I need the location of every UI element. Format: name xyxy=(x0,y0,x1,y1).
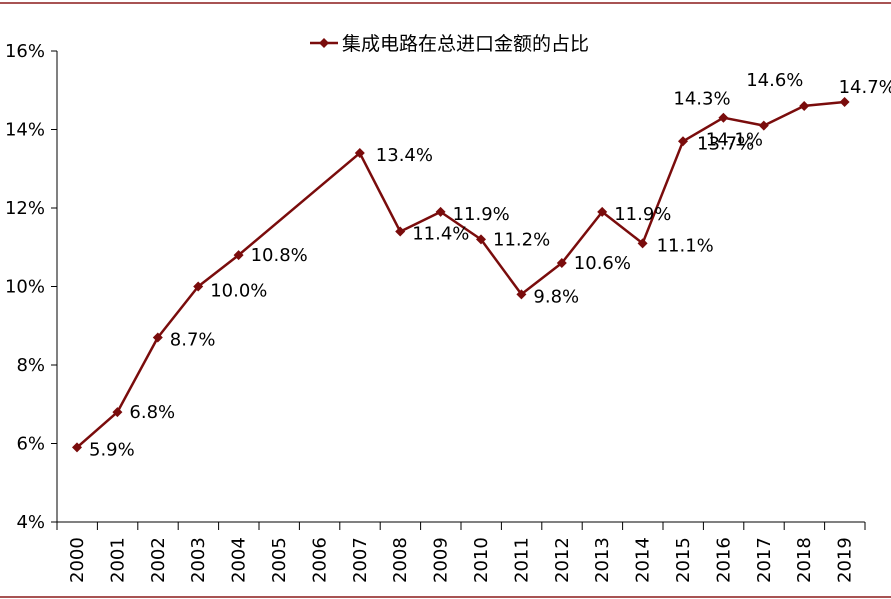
data-label: 11.2% xyxy=(493,229,550,250)
data-point-marker xyxy=(354,148,365,159)
data-label: 13.4% xyxy=(376,145,433,166)
x-tick-label: 2009 xyxy=(431,537,452,583)
x-tick-label: 2007 xyxy=(350,537,371,583)
y-tick-label: 10% xyxy=(5,277,45,298)
data-label: 11.1% xyxy=(657,235,714,256)
data-labels: 5.9%6.8%8.7%10.0%10.8%13.4%11.4%11.9%11.… xyxy=(89,70,891,460)
data-point-marker xyxy=(799,100,810,111)
data-point-marker xyxy=(678,136,688,147)
data-label: 8.7% xyxy=(170,330,216,351)
y-tick-label: 8% xyxy=(16,355,45,376)
x-tick-label: 2000 xyxy=(67,537,88,583)
series-line-group xyxy=(72,97,850,453)
x-tick-label: 2011 xyxy=(511,537,532,583)
series-line xyxy=(76,100,845,449)
data-label: 14.6% xyxy=(746,70,803,91)
x-tick-label: 2015 xyxy=(673,537,694,583)
data-point-marker xyxy=(233,250,244,261)
x-tick-label: 2005 xyxy=(269,537,290,583)
data-point-marker xyxy=(72,442,82,453)
data-point-marker xyxy=(597,206,608,217)
data-label: 13.7% xyxy=(697,133,754,154)
data-point-marker xyxy=(395,226,406,237)
x-tick-label: 2002 xyxy=(148,537,169,583)
legend: 集成电路在总进口金额的占比 xyxy=(310,33,589,55)
data-point-marker xyxy=(718,112,729,123)
y-tick-label: 12% xyxy=(5,198,45,219)
y-tick-label: 4% xyxy=(16,512,45,533)
data-point-marker xyxy=(193,281,204,292)
data-point-marker xyxy=(839,97,850,108)
x-tick-label: 2003 xyxy=(188,537,209,583)
x-tick-label: 2004 xyxy=(229,537,250,583)
x-tick-label: 2018 xyxy=(794,537,815,583)
data-label: 5.9% xyxy=(89,439,135,460)
data-label: 14.7% xyxy=(839,77,891,98)
y-axis: 4% 6% 8% 10% 12% 14% 16% xyxy=(5,41,58,533)
data-label: 10.0% xyxy=(210,281,267,302)
x-tick-label: 2014 xyxy=(633,537,654,583)
data-point-marker xyxy=(516,289,527,300)
legend-marker xyxy=(319,38,329,48)
x-tick-label: 2017 xyxy=(754,537,775,583)
y-tick-label: 16% xyxy=(5,41,45,62)
data-point-marker xyxy=(476,234,486,245)
x-tick-label: 2012 xyxy=(552,537,573,583)
data-point-marker xyxy=(435,206,446,217)
data-point-marker xyxy=(758,120,769,131)
x-tick-label: 2001 xyxy=(107,537,128,583)
x-tick-label: 2016 xyxy=(713,537,734,583)
x-tick-label: 2010 xyxy=(471,537,492,583)
data-label: 14.3% xyxy=(673,89,730,110)
data-label: 14.1% xyxy=(706,130,763,151)
x-tick-label: 2008 xyxy=(390,537,411,583)
x-tick-label: 2019 xyxy=(835,537,856,583)
data-label: 11.9% xyxy=(614,204,671,225)
data-point-marker xyxy=(112,407,123,418)
x-tick-label: 2006 xyxy=(309,537,330,583)
y-tick-label: 6% xyxy=(16,434,45,455)
y-tick-label: 14% xyxy=(5,120,45,141)
data-point-marker xyxy=(637,238,648,249)
legend-label: 集成电路在总进口金额的占比 xyxy=(342,33,589,55)
x-tick-label: 2013 xyxy=(592,537,613,583)
data-point-marker xyxy=(556,257,567,268)
data-label: 10.8% xyxy=(251,245,308,266)
data-label: 9.8% xyxy=(533,286,579,307)
data-label: 11.4% xyxy=(412,224,469,245)
x-axis: 2000 2001 2002 2003 2004 2005 2006 2007 2008 2009… xyxy=(56,521,866,583)
data-point-marker xyxy=(152,332,163,343)
data-label: 6.8% xyxy=(129,402,175,423)
data-label: 11.9% xyxy=(453,204,510,225)
data-label: 10.6% xyxy=(574,253,631,274)
